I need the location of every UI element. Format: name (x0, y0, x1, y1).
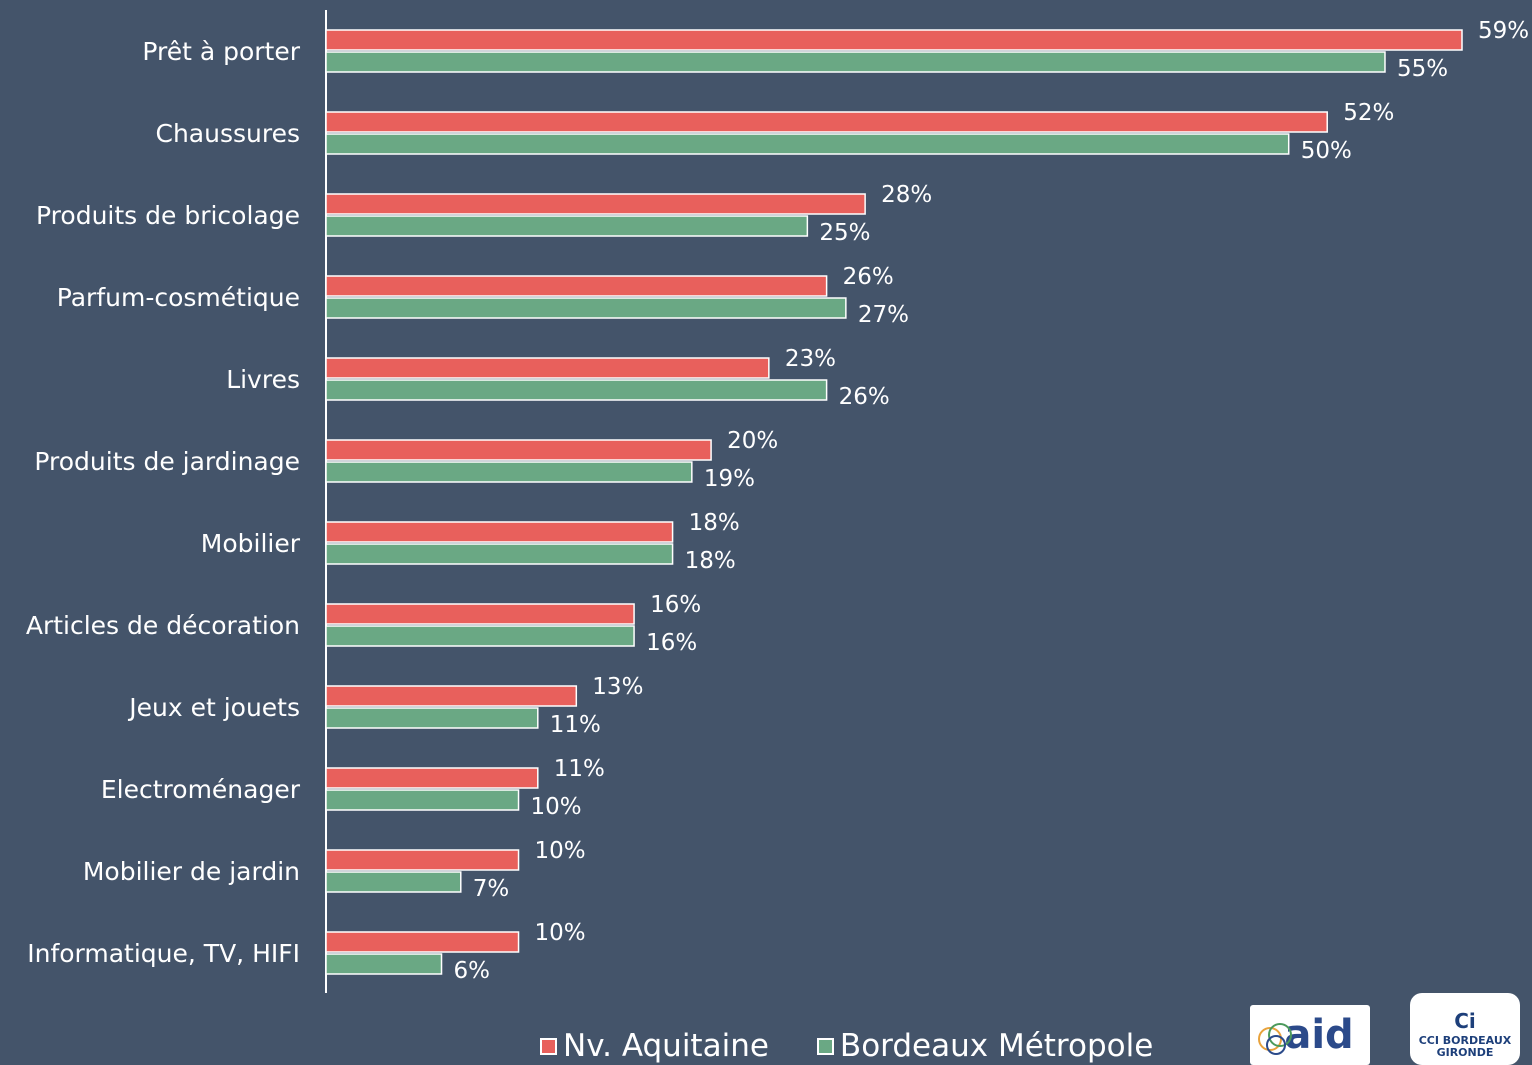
bar-series-1 (325, 931, 520, 953)
bar-series-1 (325, 521, 674, 543)
labels-group: Prêt à porter 59% 55% Chaussures 52% 50% Produ… (26, 18, 1529, 984)
bar-series-2 (325, 51, 1386, 73)
data-label-series-1: 10% (535, 838, 586, 864)
data-label-series-1: 16% (650, 592, 701, 618)
data-label-series-2: 11% (550, 712, 601, 738)
category-label: Mobilier de jardin (83, 857, 300, 886)
bar-series-2 (325, 625, 635, 647)
data-label-series-2: 55% (1397, 56, 1448, 82)
bar-series-2 (325, 379, 828, 401)
data-label-series-2: 27% (858, 302, 909, 328)
data-label-series-2: 10% (531, 794, 582, 820)
data-label-series-2: 16% (646, 630, 697, 656)
bar-chart: Prêt à porter 59% 55% Chaussures 52% 50% Produ… (26, 10, 1529, 993)
category-label: Produits de jardinage (34, 447, 300, 476)
cci-logo-line-1: CCI BORDEAUX (1418, 1034, 1512, 1047)
bar-series-2 (325, 953, 443, 975)
cci-mark-icon: Ci (1454, 1009, 1476, 1033)
category-label: Parfum-cosmétique (57, 283, 300, 312)
data-label-series-2: 25% (819, 220, 870, 246)
data-label-series-1: 26% (843, 264, 894, 290)
category-label: Livres (226, 365, 300, 394)
bar-series-1 (325, 603, 635, 625)
legend-swatch-series-2 (816, 1037, 834, 1055)
bar-series-1 (325, 193, 866, 215)
legend-label-series-1: Nv. Aquitaine (563, 1028, 769, 1064)
bar-series-1 (325, 849, 520, 871)
data-label-series-1: 52% (1343, 100, 1394, 126)
aid-logo: aid (1250, 1005, 1370, 1065)
data-label-series-2: 6% (454, 958, 491, 984)
category-label: Jeux et jouets (127, 693, 300, 722)
legend-item-series-1: Nv. Aquitaine (540, 1028, 769, 1064)
data-label-series-1: 20% (727, 428, 778, 454)
bar-series-1 (325, 275, 828, 297)
bar-series-2 (325, 133, 1290, 155)
bar-series-1 (325, 357, 770, 379)
data-label-series-1: 13% (592, 674, 643, 700)
category-label: Prêt à porter (142, 37, 300, 66)
bar-series-2 (325, 297, 847, 319)
bar-series-2 (325, 461, 693, 483)
category-label: Produits de bricolage (36, 201, 300, 230)
data-label-series-2: 18% (685, 548, 736, 574)
aid-logo-text: aid (1284, 1012, 1354, 1058)
bar-series-2 (325, 789, 520, 811)
category-label: Electroménager (101, 775, 301, 804)
category-label: Articles de décoration (26, 611, 300, 640)
cci-logo: Ci CCI BORDEAUX GIRONDE (1410, 993, 1520, 1065)
data-label-series-1: 59% (1478, 18, 1529, 44)
bar-series-1 (325, 29, 1463, 51)
bars-group (325, 29, 1463, 975)
legend-item-series-2: Bordeaux Métropole (816, 1028, 1154, 1064)
data-label-series-1: 23% (785, 346, 836, 372)
category-label: Informatique, TV, HIFI (27, 939, 300, 968)
bar-series-1 (325, 111, 1328, 133)
bar-series-2 (325, 215, 809, 237)
category-label: Chaussures (156, 119, 301, 148)
bar-series-1 (325, 767, 539, 789)
bar-series-2 (325, 707, 539, 729)
data-label-series-2: 26% (839, 384, 890, 410)
data-label-series-1: 10% (535, 920, 586, 946)
data-label-series-2: 19% (704, 466, 755, 492)
bar-series-2 (325, 871, 462, 893)
data-label-series-1: 28% (881, 182, 932, 208)
data-label-series-2: 50% (1301, 138, 1352, 164)
bar-series-2 (325, 543, 674, 565)
bar-series-1 (325, 685, 578, 707)
data-label-series-1: 11% (554, 756, 605, 782)
data-label-series-1: 18% (689, 510, 740, 536)
cci-logo-line-2: GIRONDE (1436, 1046, 1494, 1059)
aid-circles-icon (1258, 1023, 1292, 1055)
legend: Nv. Aquitaine Bordeaux Métropole (540, 1028, 1153, 1064)
legend-swatch-series-1 (540, 1037, 557, 1055)
legend-label-series-2: Bordeaux Métropole (839, 1028, 1154, 1064)
data-label-series-2: 7% (473, 876, 510, 902)
bar-series-1 (325, 439, 712, 461)
category-label: Mobilier (201, 529, 301, 558)
